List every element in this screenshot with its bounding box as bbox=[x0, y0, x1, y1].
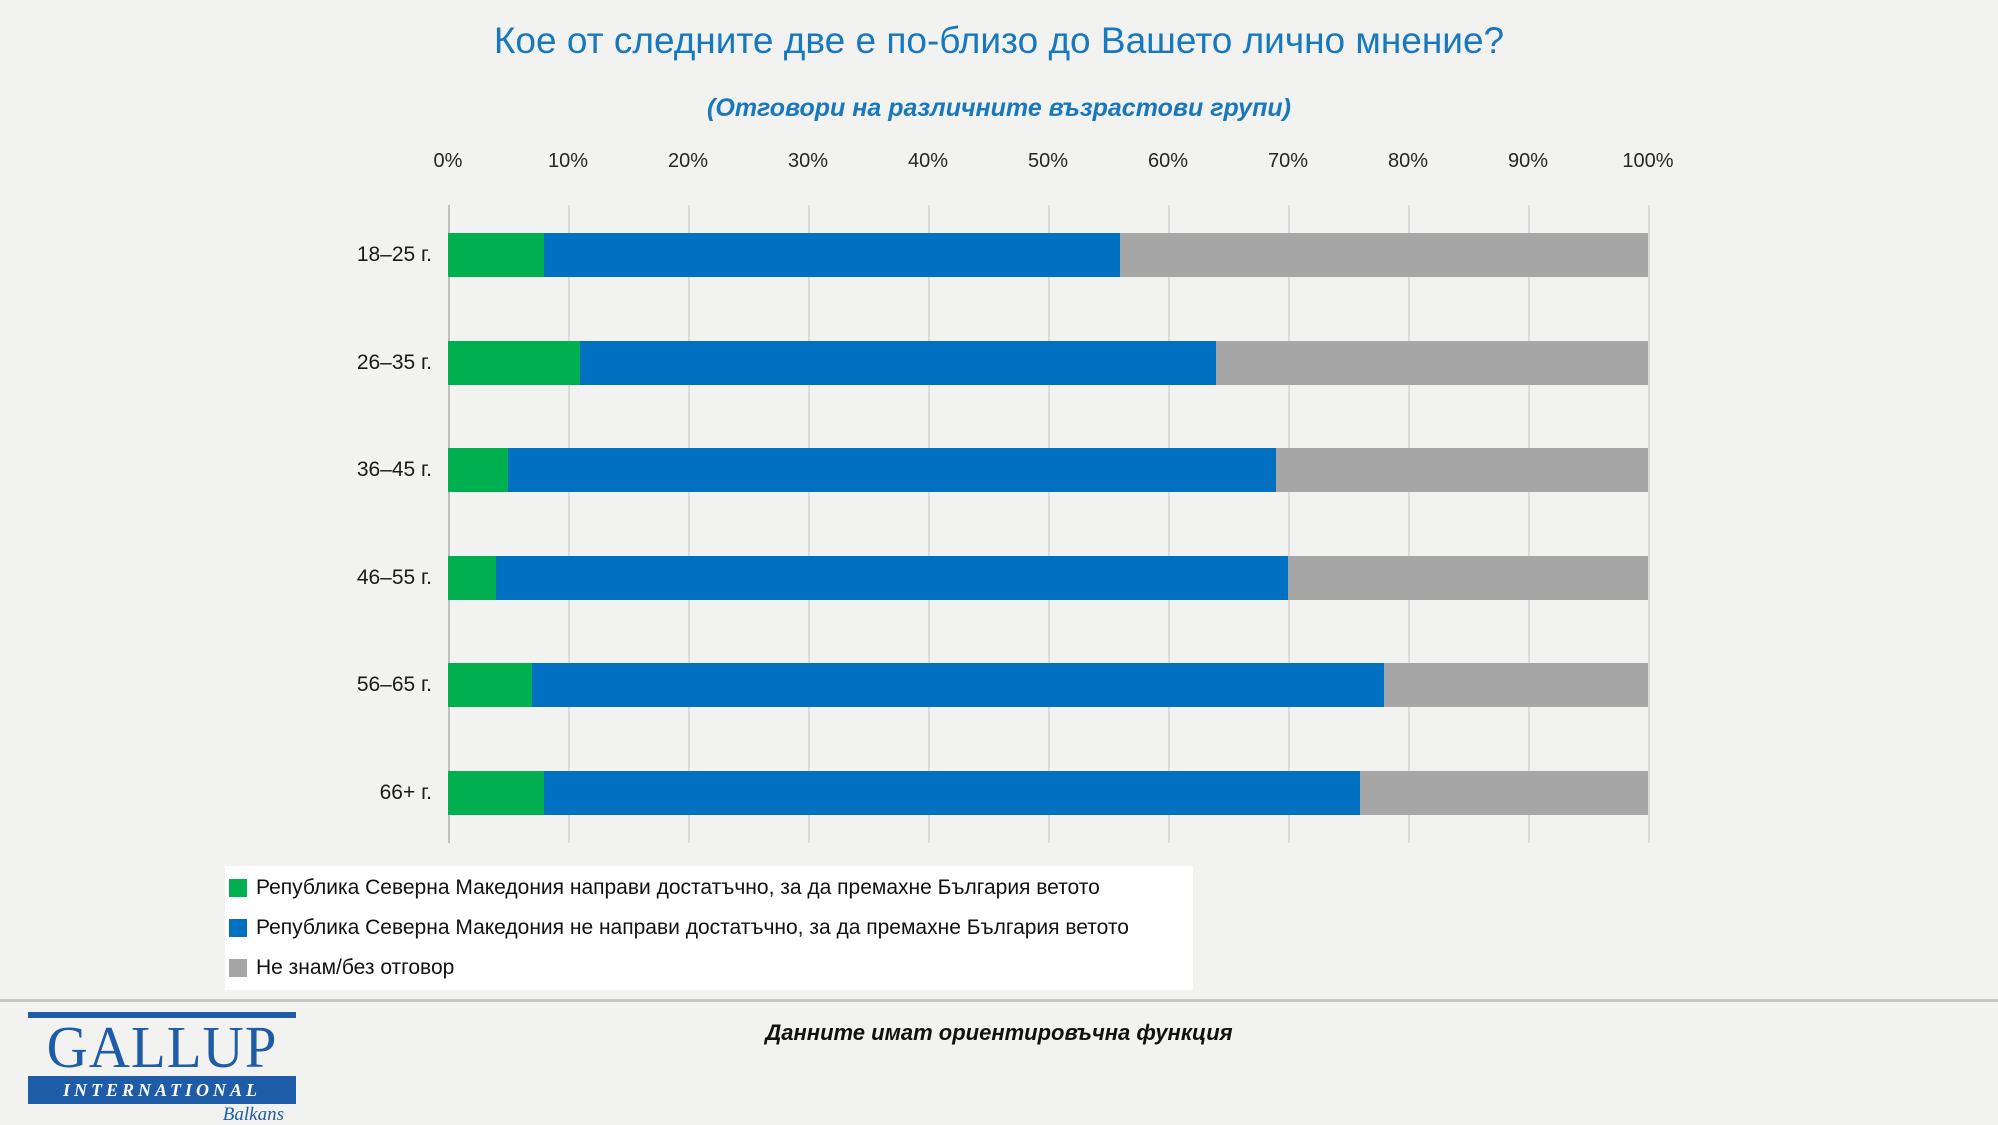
category-label: 56–65 г. bbox=[356, 673, 432, 697]
x-axis-tick-label: 90% bbox=[1507, 150, 1549, 172]
bar-segment-blue bbox=[532, 663, 1384, 708]
x-axis-tick-label: 100% bbox=[1622, 150, 1674, 172]
logo-top-bar bbox=[28, 1012, 296, 1018]
x-axis-tick-label: 50% bbox=[1027, 150, 1069, 172]
x-axis: 0% 10% 20% 30% 40% 50% 60% 70% 80% 90% 100% bbox=[0, 150, 1998, 180]
y-axis-line bbox=[448, 205, 450, 843]
bar-row bbox=[448, 233, 1648, 277]
chart-subtitle: (Отговори на различните възрастови групи… bbox=[707, 94, 1291, 122]
bar-row bbox=[448, 340, 1648, 385]
gridline bbox=[1288, 205, 1290, 843]
gridline bbox=[1528, 205, 1530, 843]
legend-swatch-green bbox=[229, 879, 247, 897]
bar-row bbox=[448, 663, 1648, 708]
gridline bbox=[688, 205, 690, 843]
bar-segment-green bbox=[448, 233, 544, 277]
legend: Република Северна Македония направи дост… bbox=[225, 866, 1193, 990]
gridline bbox=[1408, 205, 1410, 843]
plot-area bbox=[448, 205, 1650, 843]
footer-divider bbox=[0, 999, 1998, 1002]
legend-label: Република Северна Македония направи дост… bbox=[256, 876, 1100, 899]
bar-segment-gray bbox=[1384, 663, 1648, 708]
bar-segment-green bbox=[448, 663, 532, 708]
x-axis-tick-label: 20% bbox=[667, 150, 709, 172]
gridline bbox=[928, 205, 930, 843]
logo-gallup-text: GALLUP bbox=[46, 1014, 278, 1081]
bar-segment-gray bbox=[1360, 771, 1648, 815]
x-axis-tick-label: 60% bbox=[1147, 150, 1189, 172]
bar-segment-green bbox=[448, 771, 544, 815]
legend-label: Република Северна Македония не направи д… bbox=[256, 916, 1129, 939]
bar-segment-blue bbox=[580, 340, 1216, 385]
gridline bbox=[808, 205, 810, 843]
bar-segment-blue bbox=[496, 555, 1288, 600]
x-axis-tick-label: 30% bbox=[787, 150, 829, 172]
bar-segment-gray bbox=[1216, 340, 1648, 385]
bar-row bbox=[448, 555, 1648, 600]
legend-label: Не знам/без отговор bbox=[256, 956, 455, 979]
x-axis-tick-label: 80% bbox=[1387, 150, 1429, 172]
legend-swatch-blue bbox=[229, 919, 247, 937]
category-label: 46–55 г. bbox=[356, 565, 432, 589]
category-label: 66+ г. bbox=[379, 781, 432, 804]
bar-segment-green bbox=[448, 448, 508, 493]
gridline bbox=[568, 205, 570, 843]
gridline bbox=[1648, 205, 1650, 843]
bar-segment-blue bbox=[544, 233, 1120, 277]
bar-segment-gray bbox=[1120, 233, 1648, 277]
legend-swatch-gray bbox=[229, 959, 247, 977]
bar-row bbox=[448, 771, 1648, 815]
logo-international-text: INTERNATIONAL bbox=[28, 1076, 296, 1104]
legend-item: Република Северна Македония не направи д… bbox=[229, 916, 1193, 940]
x-axis-tick-label: 40% bbox=[907, 150, 949, 172]
category-label: 36–45 г. bbox=[356, 458, 432, 482]
bar-segment-green bbox=[448, 555, 496, 600]
gridline bbox=[1048, 205, 1050, 843]
x-axis-tick-label: 0% bbox=[433, 150, 463, 172]
legend-item: Република Северна Македония направи дост… bbox=[229, 876, 1193, 900]
legend-item: Не знам/без отговор bbox=[229, 956, 1193, 980]
category-label: 26–35 г. bbox=[356, 350, 432, 374]
chart-title: Кое от следните две е по-близо до Вашето… bbox=[493, 20, 1505, 61]
x-axis-tick-label: 70% bbox=[1267, 150, 1309, 172]
category-label: 18–25 г. bbox=[356, 243, 432, 266]
bar-row bbox=[448, 448, 1648, 493]
bar-segment-green bbox=[448, 340, 580, 385]
gridline bbox=[1168, 205, 1170, 843]
footer-note: Данните имат ориентировъчна функция bbox=[765, 1020, 1233, 1045]
bar-segment-blue bbox=[544, 771, 1360, 815]
logo-balkans-text: Balkans bbox=[222, 1104, 284, 1125]
bar-segment-gray bbox=[1276, 448, 1648, 493]
gallup-logo: GALLUP INTERNATIONAL Balkans bbox=[28, 1012, 296, 1125]
bar-segment-blue bbox=[508, 448, 1276, 493]
bar-segment-gray bbox=[1288, 555, 1648, 600]
x-axis-tick-label: 10% bbox=[547, 150, 589, 172]
